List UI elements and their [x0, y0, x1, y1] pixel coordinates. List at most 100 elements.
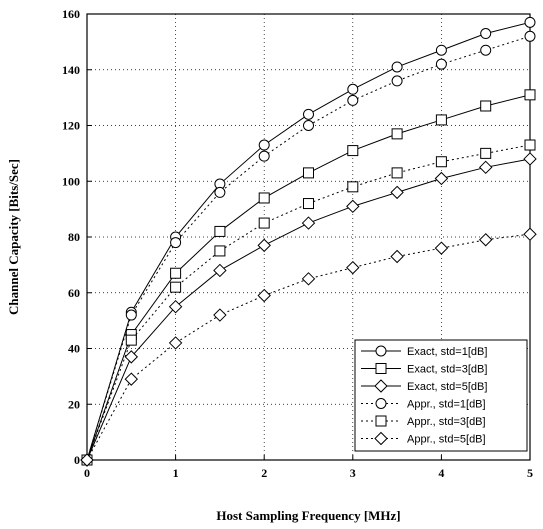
- y-tick-label: 160: [62, 7, 80, 21]
- data-point: [347, 94, 359, 106]
- data-point: [523, 227, 537, 241]
- data-point: [435, 58, 447, 70]
- legend-label: Exact, std=3[dB]: [407, 364, 487, 376]
- series-2: [81, 89, 536, 466]
- data-point: [168, 299, 183, 314]
- y-axis-label: Channel Capacity [Bits/Sec]: [6, 159, 21, 315]
- data-point: [347, 181, 359, 193]
- series-4: [81, 30, 536, 466]
- legend-box: [354, 339, 528, 452]
- x-tick-label: 1: [173, 466, 179, 480]
- data-point: [258, 217, 270, 229]
- x-tick-label: 0: [84, 466, 90, 480]
- data-point: [524, 139, 536, 151]
- data-point: [390, 249, 404, 264]
- data-point: [258, 192, 270, 204]
- data-point: [168, 336, 183, 350]
- data-point: [303, 198, 314, 210]
- data-point: [524, 89, 536, 101]
- data-point: [214, 225, 226, 237]
- data-point: [480, 100, 492, 112]
- data-point: [346, 199, 360, 214]
- legend: Exact, std=1[dB] Exact, std=3[dB] Exact, s…: [354, 339, 528, 452]
- data-point: [480, 147, 492, 159]
- legend-marker: [374, 379, 388, 393]
- y-tick-label: 20: [68, 397, 80, 411]
- y-tick-label: 0: [74, 453, 80, 467]
- data-point: [257, 238, 271, 253]
- data-point: [434, 171, 449, 186]
- y-tick-label: 120: [62, 119, 80, 133]
- series-line: [86, 35, 531, 461]
- data-point: [435, 156, 447, 168]
- legend-label: Appr., std=3[dB]: [407, 416, 486, 428]
- x-tick-label: 4: [438, 466, 444, 480]
- data-point: [390, 185, 404, 200]
- legend-marker: [375, 363, 387, 374]
- legend-item: Appr., std=1[dB]: [361, 398, 486, 411]
- legend-label: Exact, std=5[dB]: [407, 381, 487, 393]
- data-point: [170, 237, 182, 249]
- data-point: [125, 334, 137, 346]
- data-point: [478, 160, 493, 175]
- series-6: [80, 227, 537, 467]
- series-1: [81, 16, 536, 466]
- data-point: [170, 267, 182, 279]
- data-point: [523, 152, 537, 166]
- legend-marker: [374, 431, 388, 446]
- data-point: [124, 350, 139, 364]
- y-tick-label: 140: [62, 63, 80, 77]
- series-3: [80, 152, 537, 467]
- data-point: [524, 30, 536, 42]
- data-point: [80, 453, 94, 467]
- data-point: [435, 114, 447, 126]
- data-point: [214, 186, 226, 198]
- legend-label: Exact, std=1[dB]: [407, 346, 487, 358]
- y-tick-label: 60: [68, 286, 80, 300]
- legend-marker: [375, 345, 387, 357]
- data-point: [125, 309, 137, 321]
- data-point: [347, 83, 359, 95]
- data-point: [303, 167, 314, 179]
- series-line: [86, 233, 531, 461]
- y-tick-label: 40: [68, 342, 80, 356]
- data-point: [347, 145, 359, 157]
- legend-item: Appr., std=5[dB]: [361, 431, 486, 446]
- data-point: [170, 281, 182, 293]
- data-point: [435, 44, 447, 56]
- data-point: [213, 308, 227, 322]
- data-point: [258, 150, 270, 162]
- x-tick-label: 2: [261, 466, 267, 480]
- y-tick-label: 80: [68, 230, 80, 244]
- data-point: [303, 120, 314, 131]
- data-point: [301, 216, 316, 230]
- legend-item: Appr., std=3[dB]: [361, 415, 486, 428]
- data-point: [214, 245, 226, 257]
- legend-label: Appr., std=5[dB]: [407, 434, 486, 446]
- data-point: [213, 263, 227, 278]
- y-tick-label: 100: [62, 174, 80, 188]
- data-point: [391, 61, 403, 73]
- legend-item: Exact, std=5[dB]: [361, 379, 487, 393]
- data-point: [480, 28, 492, 40]
- x-tick-label: 3: [350, 466, 356, 480]
- legend-label: Appr., std=1[dB]: [407, 399, 486, 411]
- data-point: [478, 233, 493, 247]
- data-point: [346, 260, 360, 275]
- data-point: [391, 75, 403, 87]
- y-axis: 0 20 40 60 80 100 120 140 160: [62, 7, 92, 467]
- data-point: [258, 139, 270, 151]
- x-tick-label: 5: [527, 466, 533, 480]
- data-point: [434, 241, 449, 255]
- data-point: [524, 16, 536, 28]
- legend-marker: [375, 415, 387, 427]
- legend-marker: [375, 398, 387, 409]
- data-point: [257, 288, 271, 303]
- series-layer: [80, 16, 537, 467]
- legend-item: Exact, std=1[dB]: [361, 345, 487, 358]
- data-point: [391, 167, 403, 179]
- data-point: [480, 44, 492, 56]
- data-point: [391, 128, 403, 140]
- x-axis-label: Host Sampling Frequency [MHz]: [216, 508, 400, 523]
